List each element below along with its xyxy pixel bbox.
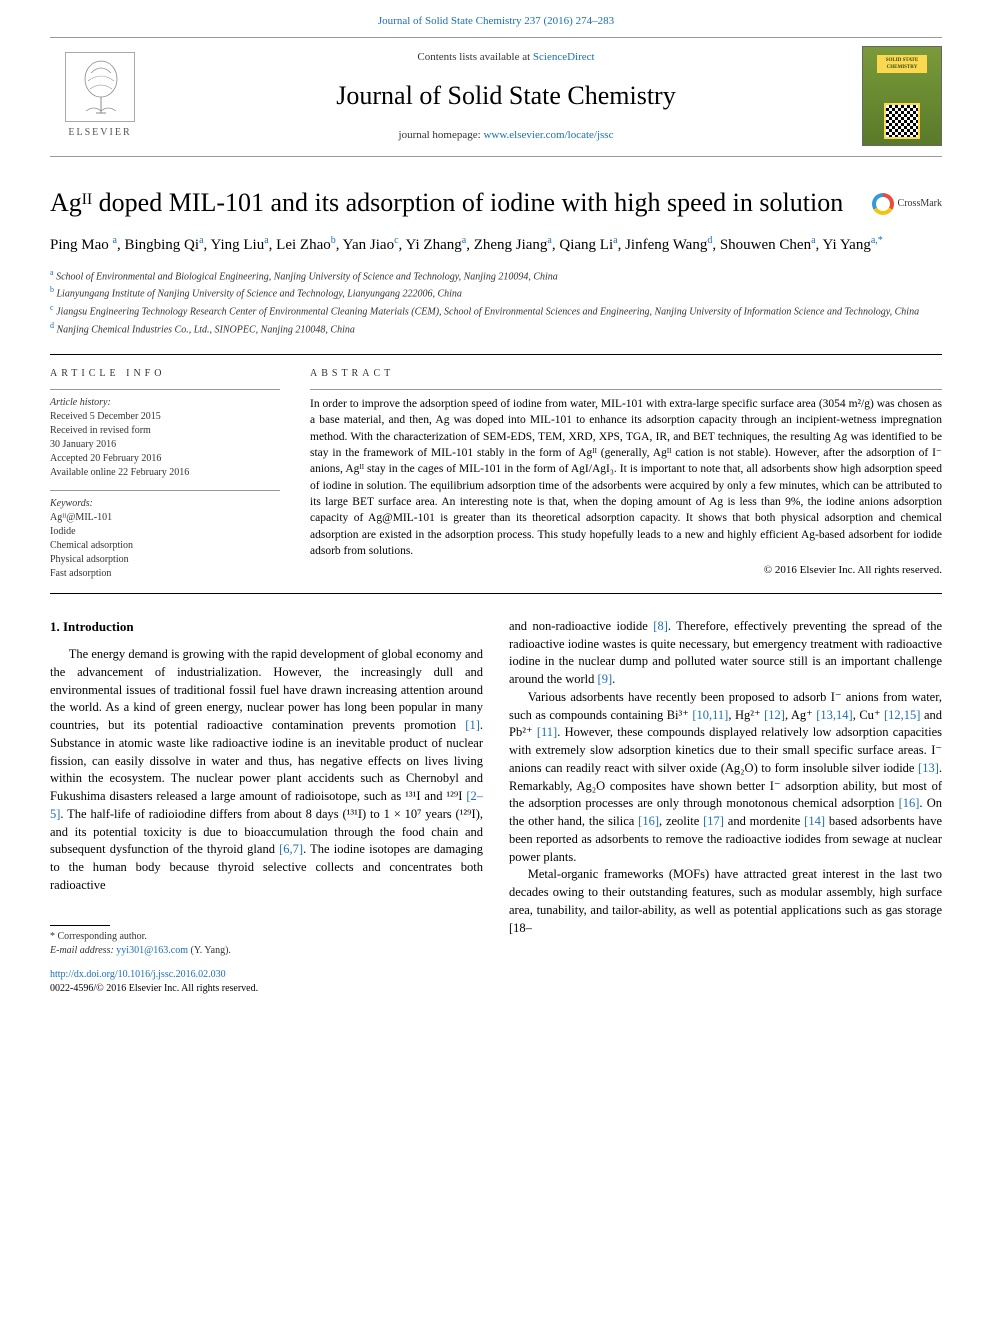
citation-link[interactable]: [8] (653, 619, 668, 633)
footnote-rule (50, 925, 110, 926)
affiliation: a School of Environmental and Biological… (50, 267, 942, 285)
contents-prefix: Contents lists available at (417, 51, 532, 63)
keyword: Iodide (50, 525, 280, 539)
citation-link[interactable]: [9] (598, 672, 613, 686)
keywords-label: Keywords: (50, 497, 280, 511)
keyword: Physical adsorption (50, 553, 280, 567)
keyword: Fast adsorption (50, 567, 280, 581)
citation-link[interactable]: [11] (537, 725, 557, 739)
cover-label: SOLID STATE CHEMISTRY (877, 55, 927, 73)
column-right: and non-radioactive iodide [8]. Therefor… (509, 618, 942, 958)
sciencedirect-link[interactable]: ScienceDirect (533, 51, 595, 63)
article-info-heading: ARTICLE INFO (50, 367, 280, 381)
email-link[interactable]: yyi301@163.com (116, 945, 188, 956)
email-line: E-mail address: yyi301@163.com (Y. Yang)… (50, 944, 483, 958)
article-history: Article history: Received 5 December 201… (50, 389, 280, 480)
abstract-body: In order to improve the adsorption speed… (310, 389, 942, 559)
homepage-prefix: journal homepage: (399, 129, 484, 141)
affiliation: b Lianyungang Institute of Nanjing Unive… (50, 284, 942, 302)
abstract: ABSTRACT In order to improve the adsorpt… (310, 355, 942, 581)
citation-link[interactable]: [16] (638, 814, 659, 828)
citation-link[interactable]: [13] (918, 761, 939, 775)
journal-ref[interactable]: Journal of Solid State Chemistry 237 (20… (0, 0, 992, 37)
citation-link[interactable]: [10,11] (692, 708, 728, 722)
journal-cover-thumbnail[interactable]: SOLID STATE CHEMISTRY (862, 46, 942, 146)
journal-name: Journal of Solid State Chemistry (160, 78, 852, 114)
history-line: 30 January 2016 (50, 438, 280, 452)
keyword: Agᴵᴵ@MIL-101 (50, 511, 280, 525)
abstract-heading: ABSTRACT (310, 367, 942, 381)
corresponding-author: * Corresponding author. (50, 930, 483, 944)
crossmark-label: CrossMark (898, 197, 942, 211)
crossmark-icon (872, 193, 894, 215)
citation-link[interactable]: [6,7] (279, 842, 303, 856)
header-center: Contents lists available at ScienceDirec… (150, 46, 862, 147)
intro-para-cont: and non-radioactive iodide [8]. Therefor… (509, 618, 942, 689)
history-line: Received in revised form (50, 424, 280, 438)
affiliations: a School of Environmental and Biological… (50, 267, 942, 338)
homepage-link[interactable]: www.elsevier.com/locate/jssc (483, 129, 613, 141)
citation-link[interactable]: [14] (804, 814, 825, 828)
history-label: Article history: (50, 396, 280, 410)
header-bar: ELSEVIER Contents lists available at Sci… (50, 37, 942, 156)
intro-para-2: Various adsorbents have recently been pr… (509, 689, 942, 867)
elsevier-brand-text: ELSEVIER (68, 126, 131, 140)
citation-link[interactable]: [12] (764, 708, 785, 722)
keywords-block: Keywords: Agᴵᴵ@MIL-101IodideChemical ads… (50, 490, 280, 581)
citation-link[interactable]: [17] (703, 814, 724, 828)
affiliation: c Jiangsu Engineering Technology Researc… (50, 302, 942, 320)
intro-para-1: The energy demand is growing with the ra… (50, 646, 483, 895)
issn-copyright: 0022-4596/© 2016 Elsevier Inc. All right… (50, 983, 258, 994)
email-label: E-mail address: (50, 945, 116, 956)
history-line: Accepted 20 February 2016 (50, 452, 280, 466)
citation-link[interactable]: [16] (899, 796, 920, 810)
contents-list: Contents lists available at ScienceDirec… (160, 50, 852, 65)
cover-qr-icon (884, 103, 920, 139)
doi-link[interactable]: http://dx.doi.org/10.1016/j.jssc.2016.02… (50, 969, 226, 980)
elsevier-logo[interactable]: ELSEVIER (50, 46, 150, 146)
crossmark-badge[interactable]: CrossMark (872, 193, 942, 215)
body-columns: 1. Introduction The energy demand is gro… (50, 618, 942, 958)
rule-bottom (50, 593, 942, 594)
citation-link[interactable]: [13,14] (816, 708, 852, 722)
article-title: Agᴵᴵ doped MIL-101 and its adsorption of… (50, 187, 862, 220)
history-line: Available online 22 February 2016 (50, 466, 280, 480)
affiliation: d Nanjing Chemical Industries Co., Ltd.,… (50, 320, 942, 338)
email-suffix: (Y. Yang). (188, 945, 231, 956)
keyword: Chemical adsorption (50, 539, 280, 553)
column-left: 1. Introduction The energy demand is gro… (50, 618, 483, 958)
journal-homepage: journal homepage: www.elsevier.com/locat… (160, 128, 852, 143)
intro-para-3: Metal-organic frameworks (MOFs) have att… (509, 866, 942, 937)
article-info: ARTICLE INFO Article history: Received 5… (50, 355, 280, 581)
authors-list: Ping Mao a, Bingbing Qia, Ying Liua, Lei… (50, 233, 942, 257)
history-line: Received 5 December 2015 (50, 410, 280, 424)
citation-link[interactable]: [2–5] (50, 789, 483, 821)
abstract-copyright: © 2016 Elsevier Inc. All rights reserved… (310, 563, 942, 578)
elsevier-tree-icon (65, 52, 135, 122)
citation-link[interactable]: [12,15] (884, 708, 920, 722)
section-1-heading: 1. Introduction (50, 618, 483, 636)
citation-link[interactable]: [1] (465, 718, 480, 732)
doi-line: http://dx.doi.org/10.1016/j.jssc.2016.02… (50, 968, 942, 996)
